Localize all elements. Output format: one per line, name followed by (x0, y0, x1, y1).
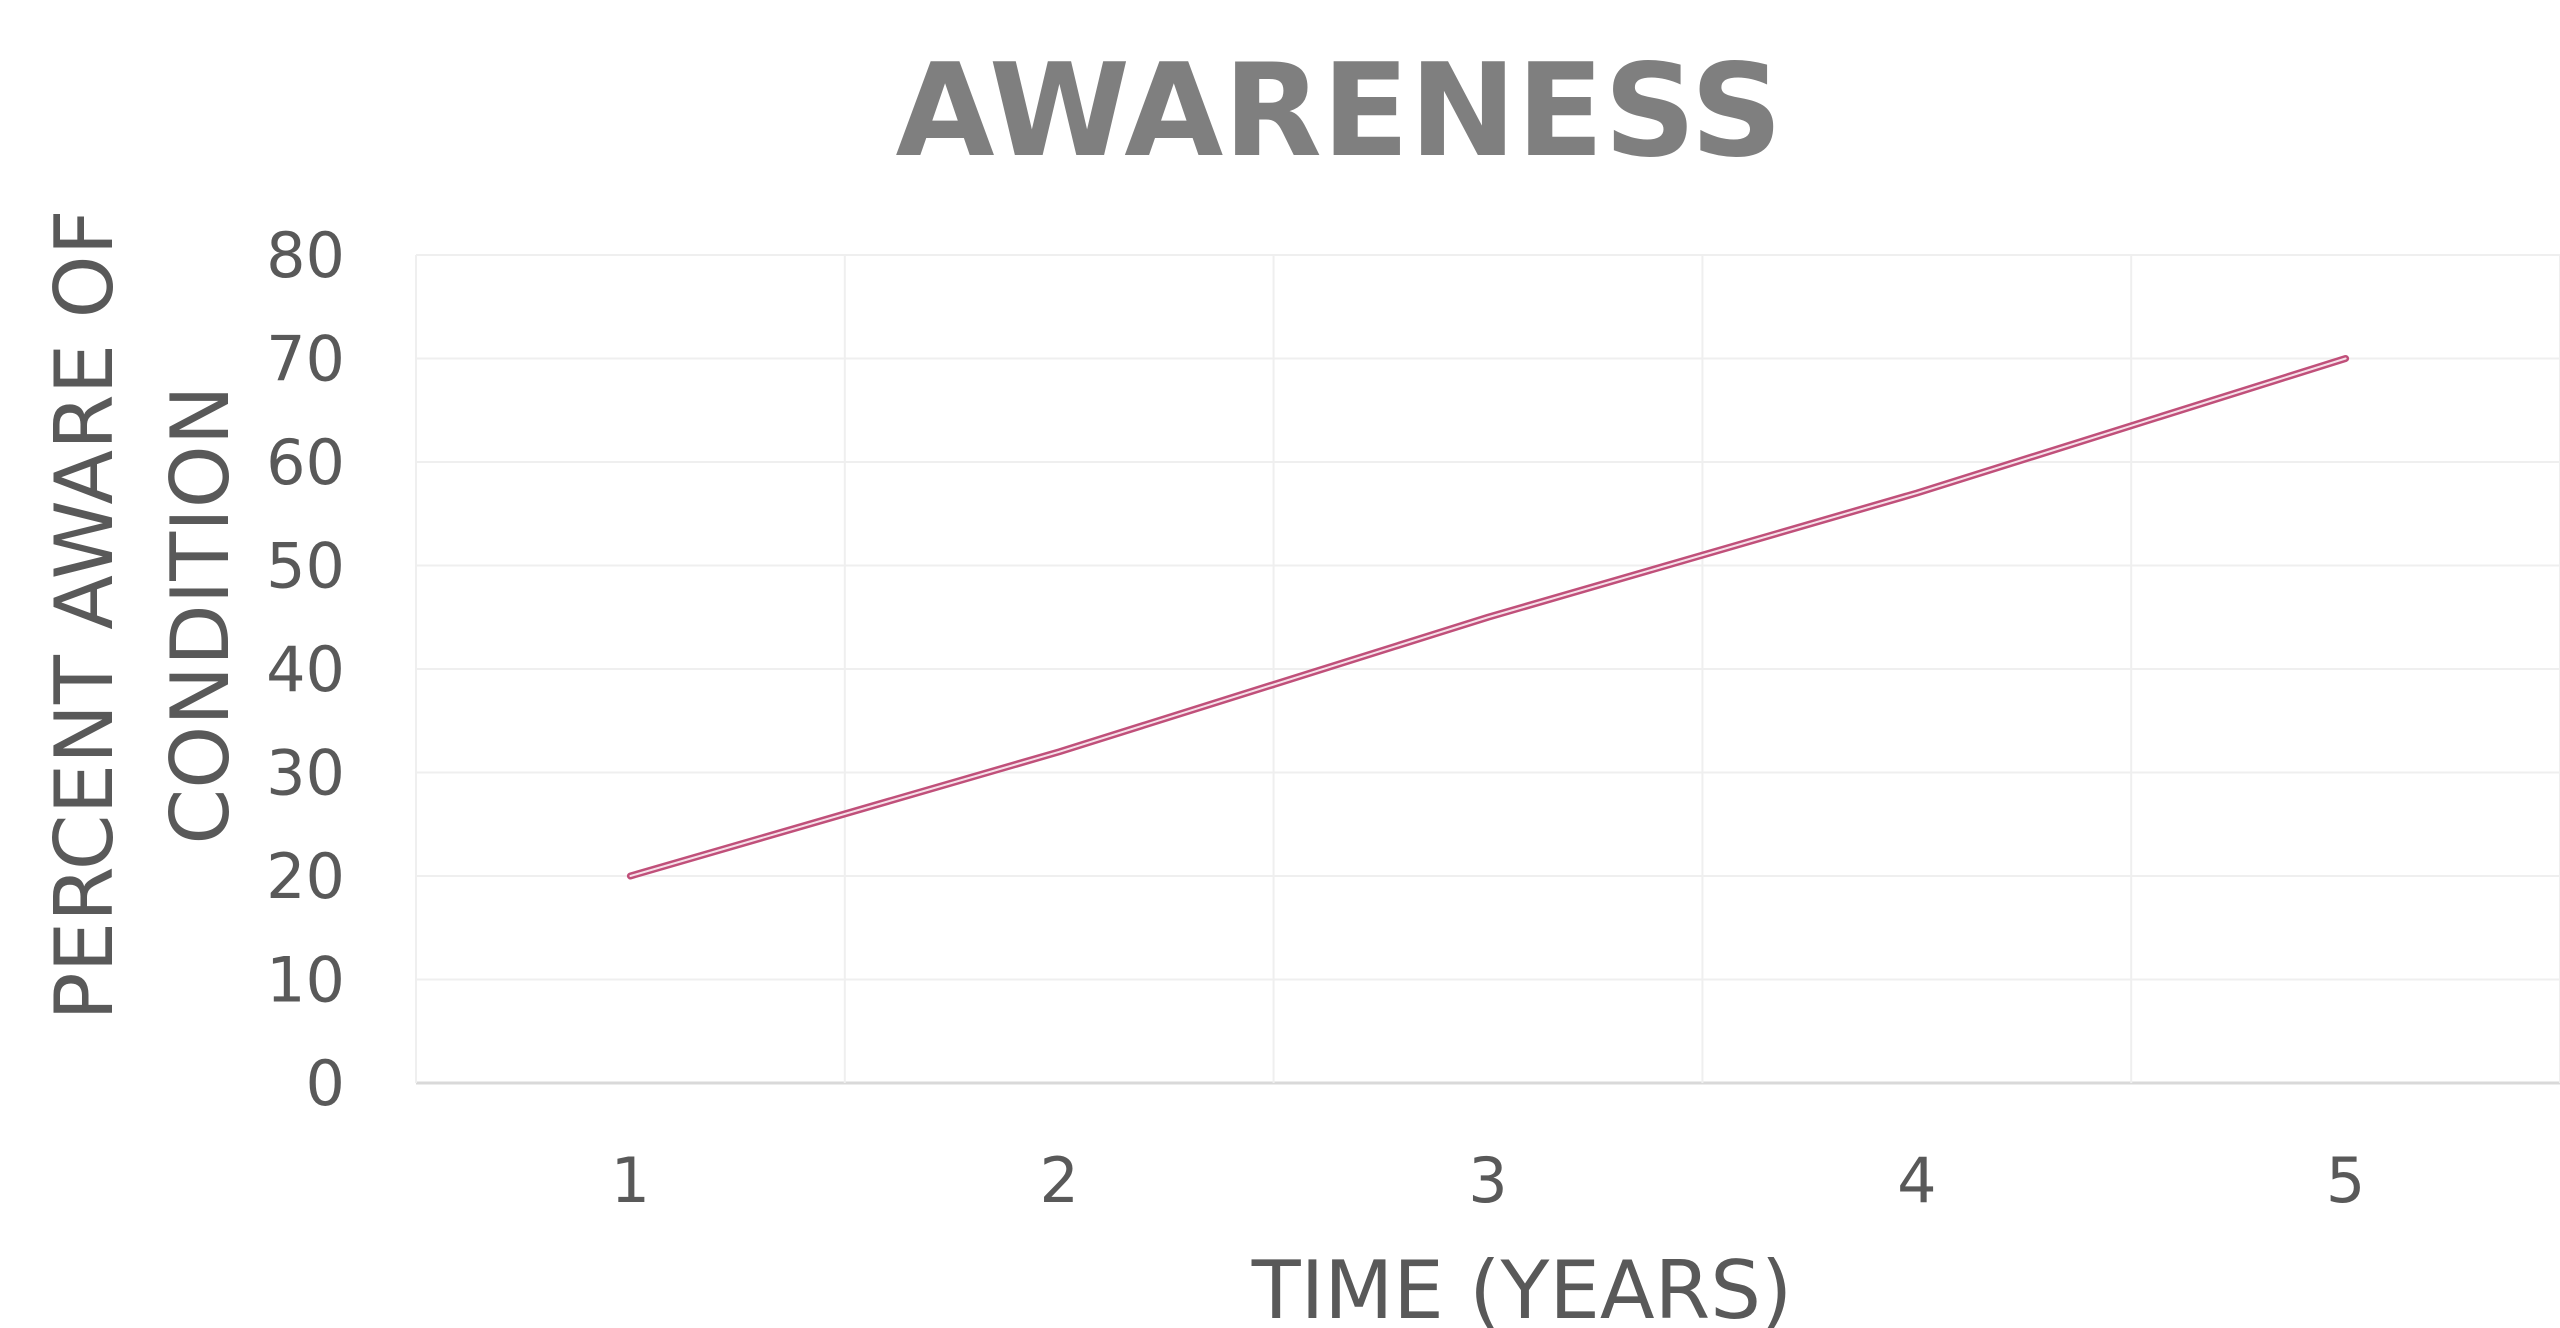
x-tick-label: 2 (1039, 1144, 1078, 1217)
y-tick-label: 40 (266, 633, 345, 706)
y-tick-label: 30 (266, 737, 345, 810)
x-tick-label: 5 (2326, 1144, 2365, 1217)
y-tick-label: 60 (266, 426, 345, 499)
y-tick-label: 70 (266, 323, 345, 396)
x-axis-title: TIME (YEARS) (1251, 1244, 1792, 1328)
y-tick-label: 10 (266, 944, 345, 1017)
y-tick-label: 50 (266, 530, 345, 603)
chart-title: AWARENESS (896, 37, 1783, 186)
y-tick-label: 0 (306, 1047, 345, 1120)
y-tick-label: 80 (266, 219, 345, 292)
x-tick-label: 4 (1897, 1144, 1936, 1217)
y-axis-ticks: 0 10 20 30 40 50 60 70 80 (266, 219, 345, 1120)
x-axis-ticks: 1 2 3 4 5 (611, 1144, 2366, 1217)
y-axis-title-line-1: PERCENT AWARE OF (38, 209, 131, 1020)
x-tick-label: 3 (1468, 1144, 1507, 1217)
x-tick-label: 1 (611, 1144, 650, 1217)
series-lines (626, 355, 2350, 880)
series-line-highlight (629, 357, 2347, 877)
gridlines (415, 254, 2560, 1085)
y-axis-title-line-2: CONDITION (154, 385, 247, 844)
y-tick-label: 20 (266, 840, 345, 913)
